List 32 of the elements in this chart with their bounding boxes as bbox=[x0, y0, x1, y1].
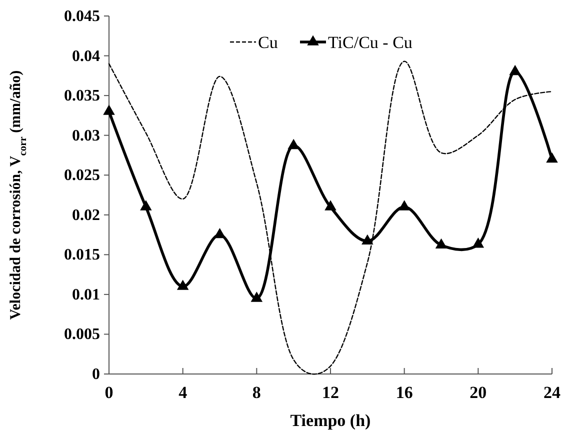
point bbox=[324, 200, 336, 210]
y-tick-label: 0.025 bbox=[64, 167, 100, 184]
point bbox=[103, 104, 115, 115]
point bbox=[250, 292, 263, 302]
point bbox=[140, 200, 152, 210]
point bbox=[288, 138, 300, 150]
point bbox=[472, 238, 484, 248]
y-tick-label: 0.01 bbox=[72, 286, 100, 304]
y-tick-label: 0 bbox=[92, 366, 100, 383]
point bbox=[398, 200, 410, 210]
y-tick-label: 0.04 bbox=[72, 48, 100, 65]
point bbox=[509, 64, 521, 76]
point bbox=[362, 234, 374, 245]
x-tick-label: 8 bbox=[252, 383, 261, 402]
x-tick-label: 20 bbox=[470, 383, 487, 402]
legend-label: TiC/Cu - Cu bbox=[328, 33, 413, 52]
y-tick-label: 0.035 bbox=[64, 88, 100, 105]
x-axis-title: Tiempo (h) bbox=[290, 411, 371, 430]
point bbox=[176, 280, 189, 290]
x-tick-label: 4 bbox=[178, 383, 188, 402]
x-tick-label: 12 bbox=[322, 383, 339, 402]
point bbox=[546, 152, 558, 163]
point bbox=[435, 238, 448, 249]
y-tick-label: 0.015 bbox=[64, 246, 100, 264]
y-tick-label: 0.005 bbox=[64, 326, 100, 344]
x-tick-label: 16 bbox=[396, 383, 413, 402]
x-tick-label: 0 bbox=[104, 383, 114, 402]
y-tick-label: 0.02 bbox=[72, 206, 100, 224]
y-tick-label: 0.045 bbox=[64, 8, 100, 25]
x-tick-label: 24 bbox=[544, 383, 561, 402]
y-tick-label: 0.03 bbox=[72, 127, 100, 144]
legend-label: Cu bbox=[258, 33, 278, 52]
